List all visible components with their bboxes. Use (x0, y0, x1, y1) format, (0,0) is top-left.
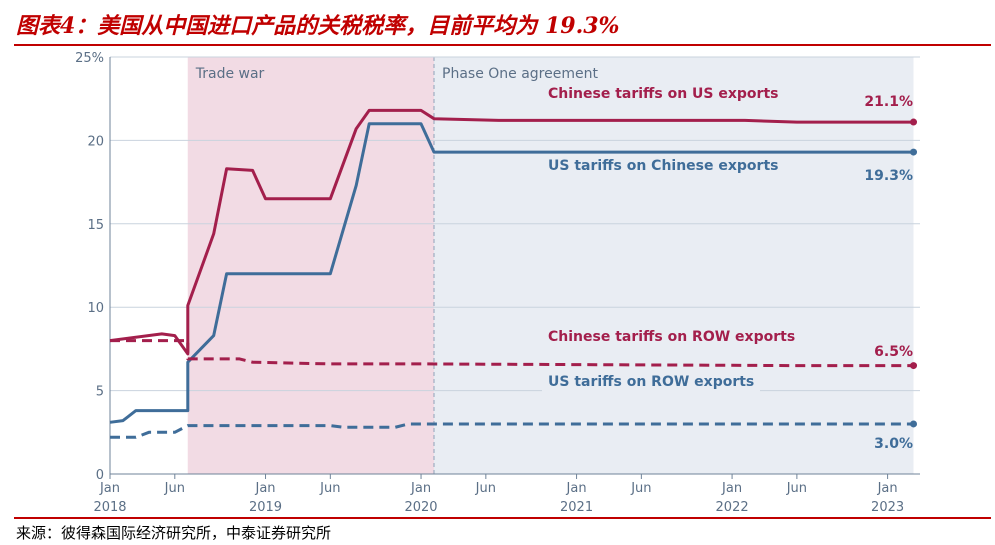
series-end-label-2: 19.3% (864, 168, 913, 184)
x-tick-label: Jun (475, 481, 496, 496)
x-tick-label: Jan (566, 481, 587, 496)
series-name-bg-3 (542, 327, 760, 347)
series-name-bg-1 (542, 84, 760, 104)
series-end-label-4: 3.0% (874, 436, 913, 452)
x-tick-label: Jun (319, 481, 340, 496)
x-tick-year-label: 2018 (93, 500, 126, 515)
series-line-4 (110, 422, 914, 439)
source-rule (14, 517, 991, 519)
x-tick-year-label: 2023 (871, 500, 904, 515)
x-tick-label: Jan (721, 481, 742, 496)
series-end-point-4 (910, 420, 918, 428)
series-name-bg-4 (542, 372, 760, 392)
x-tick-label: Jan (254, 481, 275, 496)
y-tick-label: 10 (87, 301, 104, 316)
source-note: 来源：彼得森国际经济研究所，中泰证券研究所 (16, 524, 332, 542)
series-end-point-2 (910, 148, 918, 156)
series-end-label-1: 21.1% (864, 94, 913, 110)
y-tick-label: 25% (75, 51, 104, 66)
x-tick-label: Jun (786, 481, 807, 496)
x-tick-year-label: 2021 (560, 500, 593, 515)
y-tick-label: 15 (87, 218, 104, 233)
series-line-3 (110, 339, 914, 368)
figure-title: 图表4：美国从中国进口产品的关税税率，目前平均为 19.3% (16, 13, 620, 39)
x-tick-label: Jun (630, 481, 651, 496)
region-label-2: Phase One agreement (442, 66, 598, 82)
series-name-label-1: Chinese tariffs on US exports (548, 86, 778, 102)
x-tick-label: Jun (164, 481, 185, 496)
series-name-label-3: Chinese tariffs on ROW exports (548, 329, 795, 345)
x-tick-year-label: 2020 (404, 500, 437, 515)
series-end-label-3: 6.5% (874, 344, 913, 360)
series-name-bg-2 (542, 156, 760, 176)
x-tick-label: Jan (877, 481, 898, 496)
title-rule (14, 44, 991, 46)
region-band-2 (434, 57, 914, 474)
series-name-label-4: US tariffs on ROW exports (548, 374, 754, 390)
series-line-1 (109, 108, 914, 356)
region-label-1: Trade war (195, 66, 265, 82)
x-tick-label: Jan (99, 481, 120, 496)
y-tick-label: 0 (96, 468, 104, 483)
x-tick-year-label: 2019 (249, 500, 282, 515)
region-band-1 (187, 57, 434, 474)
series-line-2 (109, 122, 914, 424)
y-tick-label: 20 (87, 134, 104, 149)
x-tick-label: Jan (410, 481, 431, 496)
y-tick-label: 5 (96, 385, 104, 400)
x-tick-year-label: 2022 (716, 500, 749, 515)
series-name-label-2: US tariffs on Chinese exports (548, 158, 778, 174)
series-end-point-1 (910, 118, 918, 126)
series-end-point-3 (910, 362, 918, 370)
